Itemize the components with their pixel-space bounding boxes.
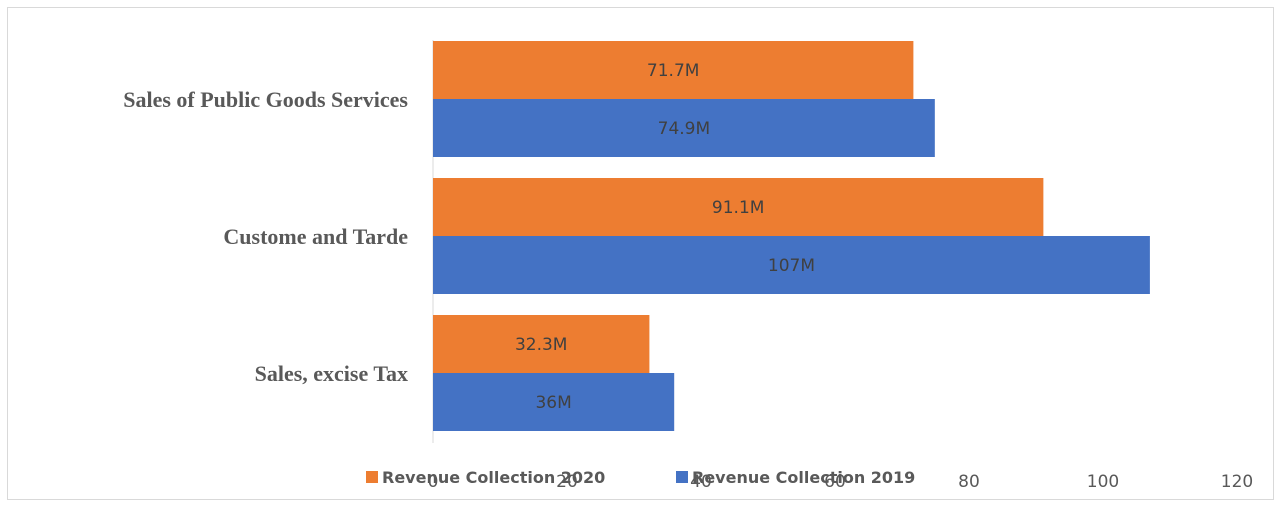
bars [433,41,1150,431]
bar-value-label: 74.9M [658,119,711,139]
x-tick-labels: 0 20 40 60 80 100 120 [428,472,1254,492]
category-label: Sales of Public Goods Services [123,87,408,112]
bar-value-label: 91.1M [712,198,765,218]
bar-value-label: 36M [535,393,571,413]
x-tick-label: 100 [1087,472,1119,492]
legend: Revenue Collection 2020 Revenue Collectio… [366,468,915,487]
category-labels: Sales of Public Goods Services Custome an… [123,87,408,386]
bar-revenue-2020 [433,178,1044,236]
x-tick-label: 0 [428,472,439,492]
data-labels: 71.7M 74.9M 91.1M 107M 32.3M 36M [515,61,815,413]
bar-revenue-2020 [433,41,914,99]
x-tick-label: 20 [556,472,578,492]
bar-revenue-2020 [433,315,650,373]
bar-value-label: 71.7M [647,61,700,81]
x-tick-label: 60 [824,472,846,492]
category-label: Custome and Tarde [223,224,408,249]
bar-revenue-2019 [433,373,675,431]
x-tick-label: 40 [690,472,712,492]
x-tick-label: 80 [958,472,980,492]
bar-revenue-2019 [433,236,1150,294]
legend-label: Revenue Collection 2020 [382,468,605,487]
legend-swatch [366,471,378,483]
bar-value-label: 107M [768,256,815,276]
category-label: Sales, excise Tax [255,361,408,386]
legend-swatch [676,471,688,483]
bar-revenue-2019 [433,99,935,157]
legend-label: Revenue Collection 2019 [692,468,915,487]
bar-value-label: 32.3M [515,335,568,355]
x-tick-label: 120 [1221,472,1253,492]
